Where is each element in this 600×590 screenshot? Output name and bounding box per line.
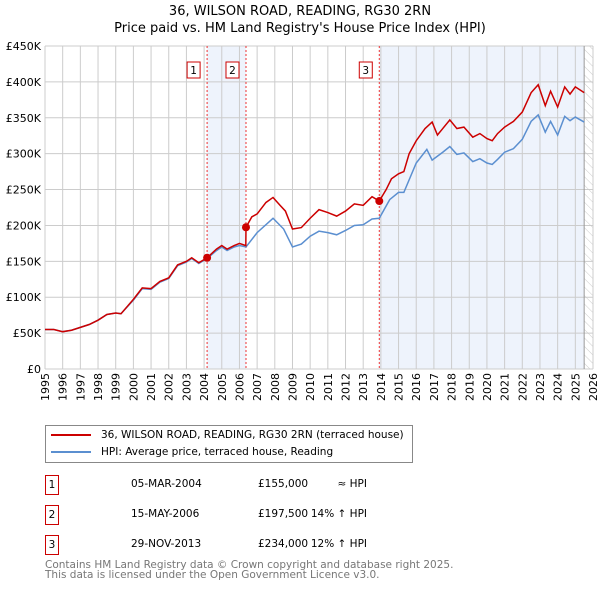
- y-tick-label: £0: [27, 363, 41, 376]
- transaction-point: [203, 253, 212, 262]
- x-tick-label: 2007: [251, 373, 264, 401]
- y-tick-label: £250K: [6, 184, 42, 197]
- x-tick-label: 2000: [127, 373, 140, 401]
- legend-label-price: 36, WILSON ROAD, READING, RG30 2RN (terr…: [101, 429, 404, 441]
- x-tick-label: 2001: [145, 373, 158, 401]
- transaction-date: 05-MAR-2004: [131, 478, 202, 490]
- transaction-marker: 3: [45, 535, 59, 555]
- transaction-price: £197,500: [258, 508, 309, 520]
- transaction-label-box: [358, 61, 373, 79]
- shaded-region: [207, 46, 246, 369]
- x-tick-label: 2021: [499, 373, 512, 401]
- x-tick-label: 2018: [446, 373, 459, 401]
- price-paid-line: [45, 83, 585, 333]
- x-tick-label: 2024: [552, 373, 565, 401]
- footer-copyright: Contains HM Land Registry data © Crown c…: [45, 559, 454, 571]
- transaction-date: 15-MAY-2006: [131, 508, 200, 520]
- transaction-row: 2 15-MAY-2006 £197,500 14% ↑ HPI: [45, 505, 445, 525]
- x-tick-label: 2022: [516, 373, 529, 401]
- footer-licence: This data is licensed under the Open Gov…: [45, 569, 380, 581]
- transaction-hpi: 12% ↑ HPI: [310, 538, 367, 550]
- y-tick-label: £150K: [6, 255, 42, 268]
- transaction-hpi: ≈ HPI: [337, 478, 367, 490]
- x-tick-label: 1996: [57, 373, 70, 401]
- legend-swatch-price: [51, 434, 91, 436]
- x-tick-label: 2010: [304, 373, 317, 401]
- y-tick-label: £350K: [6, 112, 42, 125]
- x-tick-label: 2006: [233, 373, 246, 401]
- transaction-label: 2: [229, 65, 236, 77]
- y-tick-label: £400K: [6, 76, 42, 89]
- y-tick-label: £200K: [6, 219, 42, 232]
- x-tick-label: 2008: [269, 373, 282, 401]
- x-tick-label: 2025: [569, 373, 582, 401]
- x-tick-label: 2017: [428, 373, 441, 401]
- x-tick-label: 2003: [180, 373, 193, 401]
- x-tick-label: 2013: [357, 373, 370, 401]
- x-tick-label: 2004: [198, 373, 211, 401]
- x-tick-label: 1998: [92, 373, 105, 401]
- y-tick-label: £450K: [6, 40, 42, 53]
- transaction-label: 3: [362, 65, 369, 77]
- legend-label-hpi: HPI: Average price, terraced house, Read…: [101, 446, 334, 458]
- footer: Contains HM Land Registry data © Crown c…: [45, 559, 454, 581]
- x-tick-label: 2020: [481, 373, 494, 401]
- legend: 36, WILSON ROAD, READING, RG30 2RN (terr…: [45, 425, 413, 463]
- shaded-region: [379, 46, 585, 369]
- x-tick-label: 2002: [163, 373, 176, 401]
- transaction-label-box: [225, 61, 240, 79]
- x-tick-label: 2011: [322, 373, 335, 401]
- y-tick-label: £50K: [13, 327, 42, 340]
- chart-subtitle: Price paid vs. HM Land Registry's House …: [114, 21, 486, 36]
- transaction-label: 1: [190, 65, 197, 77]
- x-tick-label: 1997: [74, 373, 87, 401]
- x-tick-label: 2014: [375, 373, 388, 401]
- transaction-price: £234,000: [258, 538, 309, 550]
- transaction-date: 29-NOV-2013: [131, 538, 202, 550]
- chart-title: 36, WILSON ROAD, READING, RG30 2RN: [168, 4, 432, 19]
- transaction-label-box: [186, 61, 201, 79]
- x-tick-label: 2012: [340, 373, 353, 401]
- transaction-point: [241, 223, 250, 232]
- y-tick-label: £100K: [6, 291, 42, 304]
- x-tick-label: 2009: [286, 373, 299, 401]
- x-tick-label: 1995: [39, 373, 52, 401]
- x-tick-label: 2026: [587, 373, 600, 401]
- transaction-marker: 2: [45, 505, 59, 525]
- x-tick-label: 2016: [410, 373, 423, 401]
- price-chart: 1995 1996 1997 1998 1999 2000 2001 2002 2003 2004…: [6, 40, 600, 401]
- y-tick-label: £300K: [6, 148, 42, 161]
- x-tick-label: 2023: [534, 373, 547, 401]
- transaction-point: [375, 197, 384, 206]
- legend-swatch-hpi: [51, 451, 91, 453]
- transaction-hpi: 14% ↑ HPI: [310, 508, 367, 520]
- transaction-row: 1 05-MAR-2004 £155,000 ≈ HPI: [45, 475, 445, 495]
- x-tick-label: 2005: [216, 373, 229, 401]
- transaction-row: 3 29-NOV-2013 £234,000 12% ↑ HPI: [45, 535, 445, 555]
- forecast-hatch: [584, 46, 593, 369]
- x-tick-label: 2019: [463, 373, 476, 401]
- transaction-marker: 1: [45, 475, 59, 495]
- x-tick-label: 2015: [393, 373, 406, 401]
- x-tick-label: 1999: [110, 373, 123, 401]
- transaction-price: £155,000: [258, 478, 309, 490]
